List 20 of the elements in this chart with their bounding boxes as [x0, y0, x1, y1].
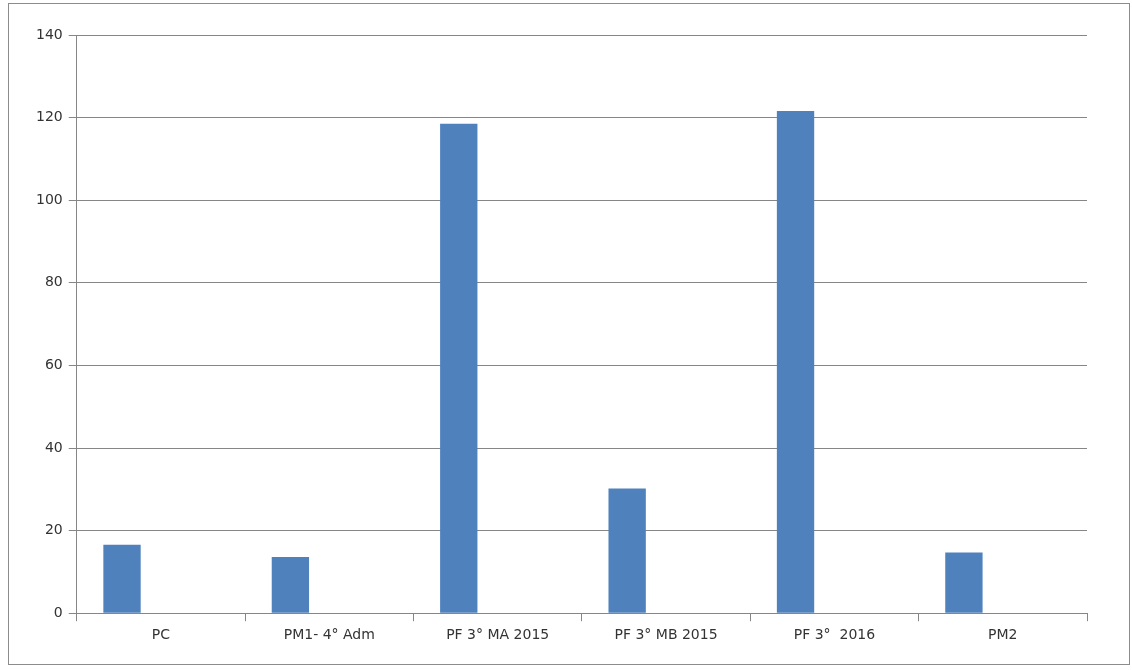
y-tick-label: 120	[35, 108, 63, 125]
bar	[608, 488, 646, 613]
y-tick-label: 40	[44, 438, 63, 455]
y-tick-label: 60	[44, 356, 63, 373]
bar	[271, 557, 310, 613]
y-tick-label: 100	[35, 190, 63, 207]
bar	[440, 123, 478, 613]
x-tick-label: PC	[151, 626, 171, 643]
y-tick-label: 0	[53, 603, 63, 620]
y-tick-label: 20	[44, 521, 63, 538]
bar	[945, 552, 983, 613]
x-tick-label: PF 3° MA 2015	[446, 626, 550, 643]
x-tick-label: PM2	[988, 626, 1018, 643]
x-tick-label: PF 3° MB 2015	[614, 626, 718, 643]
x-tick-label: PF 3° 2016	[793, 626, 876, 643]
bar	[776, 110, 815, 613]
x-tick-label: PM1- 4° Adm	[283, 626, 375, 643]
bar	[103, 544, 141, 613]
y-tick-label: 80	[44, 273, 63, 290]
y-tick-label: 140	[35, 25, 63, 42]
